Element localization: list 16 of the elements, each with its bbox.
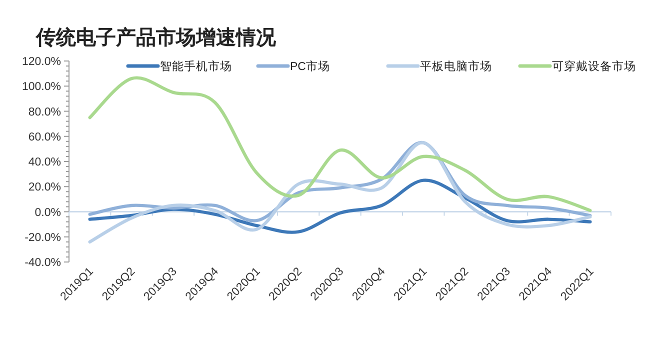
- legend-label: PC市场: [290, 59, 330, 73]
- y-tick-label: 100.0%: [22, 81, 61, 94]
- legend-label: 智能手机市场: [160, 59, 232, 73]
- line-series: [88, 141, 592, 244]
- legend-label: 可穿戴设备市场: [552, 59, 636, 73]
- y-tick-label: -20.0%: [24, 232, 61, 244]
- y-tick-label: 40.0%: [28, 156, 61, 168]
- y-tick-label: 80.0%: [28, 106, 61, 118]
- y-tick-label: 20.0%: [28, 182, 61, 194]
- legend-label: 平板电脑市场: [420, 59, 492, 73]
- y-tick-label: 0.0%: [34, 206, 61, 219]
- y-tick-label: 60.0%: [28, 131, 61, 144]
- y-tick-label: -40.0%: [24, 257, 61, 269]
- y-tick-label: 120.0%: [22, 56, 61, 68]
- chart-title: 传统电子产品市场增速情况: [35, 26, 277, 49]
- line-series: [88, 76, 592, 212]
